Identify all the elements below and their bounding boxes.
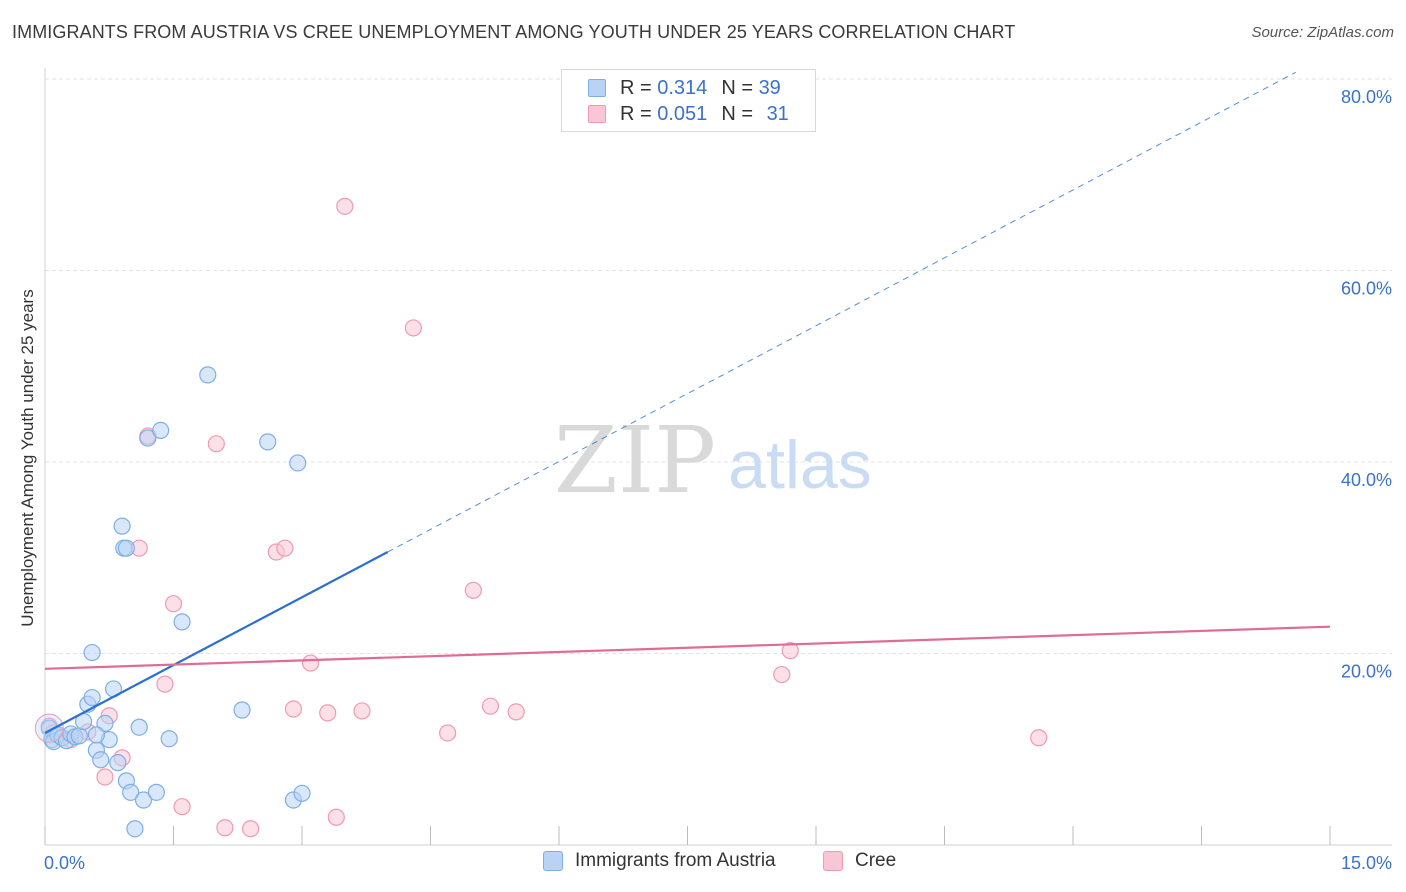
data-point [83, 688, 101, 707]
trend-line-cree [44, 625, 1331, 670]
data-point [284, 700, 303, 718]
data-point [276, 539, 294, 557]
y-tick-label: 60.0% [1341, 279, 1392, 299]
axes [44, 68, 1392, 846]
data-point [301, 654, 320, 672]
legend-label-cree: Cree [855, 850, 897, 871]
data-point [207, 435, 225, 453]
data-point [83, 643, 101, 662]
legend-n-label: N = [721, 102, 753, 125]
y-tick-label: 80.0% [1341, 87, 1392, 107]
data-point [439, 724, 457, 742]
data-point [173, 613, 191, 631]
data-point [134, 791, 153, 809]
data-point [293, 784, 311, 802]
legend-swatch-blue [543, 851, 563, 871]
data-point [147, 783, 165, 801]
legend-swatch-pink [588, 105, 606, 123]
legend-r-label: R = [620, 76, 652, 99]
watermark-atlas: atlas [728, 427, 872, 503]
data-point [109, 754, 127, 772]
data-point [289, 454, 307, 472]
trend-line-austria [44, 551, 389, 734]
legend-n-label: N = [721, 76, 753, 99]
data-point [87, 726, 106, 744]
legend-row-austria: R = 0.314 N = 39 [588, 76, 781, 100]
data-point [92, 751, 110, 769]
legend-row-cree: R = 0.051 N = 31 [588, 102, 789, 126]
chart-title: IMMIGRANTS FROM AUSTRIA VS CREE UNEMPLOY… [12, 22, 1016, 42]
trend-lines [44, 71, 1331, 734]
legend-r-value: 0.314 [657, 76, 708, 99]
data-point [160, 730, 178, 748]
source-label: Source: ZipAtlas.com [1251, 24, 1394, 41]
legend-swatch-blue [588, 79, 606, 97]
data-point [199, 366, 217, 384]
data-point [481, 697, 500, 715]
data-point [1030, 729, 1048, 747]
data-point [173, 798, 191, 816]
tick-labels: 0.0% 15.0% 20.0% 40.0% 60.0% 80.0% [44, 87, 1392, 873]
data-point [139, 429, 157, 447]
data-point [156, 675, 174, 693]
data-point [130, 718, 148, 736]
x-tick-label: 15.0% [1341, 853, 1392, 873]
data-point [353, 702, 371, 720]
data-point [164, 595, 183, 613]
data-point [327, 808, 345, 826]
y-tick-label: 20.0% [1341, 662, 1392, 682]
data-point [126, 820, 144, 838]
data-point [336, 197, 354, 215]
data-point [117, 539, 135, 557]
data-point [233, 701, 251, 719]
gridlines [45, 78, 1392, 654]
y-tick-label: 40.0% [1341, 470, 1392, 490]
austria-points [34, 366, 311, 838]
data-point [152, 421, 170, 440]
legend-label-austria: Immigrants from Austria [575, 850, 776, 871]
data-point [259, 433, 277, 451]
data-point [404, 319, 422, 337]
data-point [242, 820, 260, 838]
data-point [319, 704, 337, 722]
correlation-legend: R = 0.314 N = 39 R = 0.051 N = 31 [561, 69, 816, 132]
legend-n-value: 39 [758, 76, 781, 99]
cluster-point [34, 713, 64, 743]
data-point [507, 703, 525, 721]
legend-n-value: 31 [766, 102, 789, 125]
legend-r-value: 0.051 [657, 102, 708, 125]
data-point [70, 727, 88, 745]
legend-item-cree[interactable]: Cree [823, 850, 896, 872]
data-point [96, 714, 114, 732]
x-tick-label: 0.0% [44, 853, 85, 873]
legend-item-austria[interactable]: Immigrants from Austria [543, 850, 776, 872]
data-point [216, 819, 234, 837]
data-point [96, 768, 114, 786]
legend-r-label: R = [620, 102, 652, 125]
watermark: ZIP atlas [554, 407, 872, 514]
data-point [122, 783, 140, 801]
series-legend: Immigrants from Austria Cree [0, 850, 1406, 878]
legend-swatch-pink [823, 851, 843, 871]
data-point [464, 581, 482, 599]
data-point [113, 517, 131, 535]
data-point [781, 642, 799, 660]
watermark-zip: ZIP [554, 407, 716, 514]
data-point [773, 665, 791, 684]
cree-points [40, 197, 1048, 838]
